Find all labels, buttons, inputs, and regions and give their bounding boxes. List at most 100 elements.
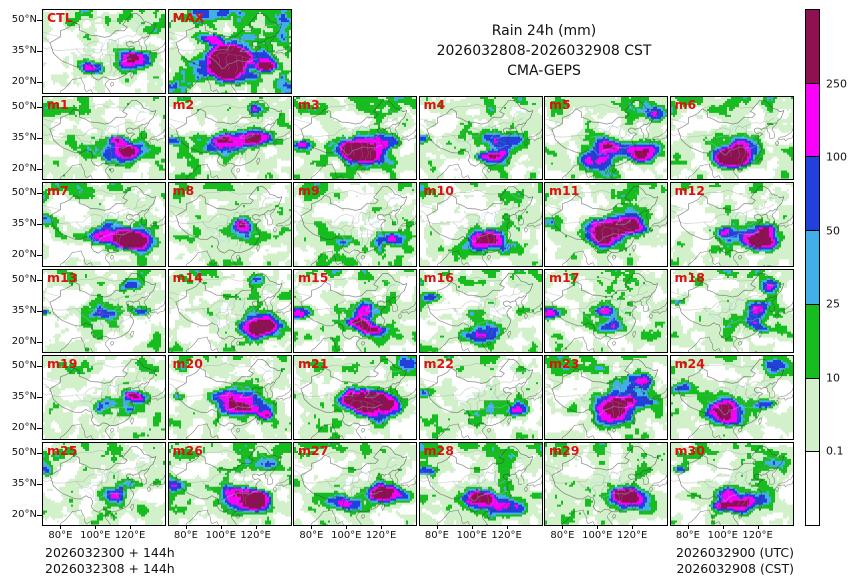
map-panel-m24: m24 [669,355,794,440]
lon-tick-label: 80°E [48,530,73,541]
lon-tick-mark [471,525,473,529]
lat-tick-mark [37,279,42,281]
precip-map-canvas [670,96,793,179]
lon-tick-label: 80°E [675,530,700,541]
panel-label: m8 [172,183,195,198]
lat-tick-mark [37,310,42,312]
panel-label: CTL [47,10,73,25]
lon-tick-label: 100°E [707,530,738,541]
colorbar-tick-label: 50 [826,224,840,238]
lat-tick-label: 35°N [11,131,37,143]
precip-map-canvas [419,183,542,266]
panel-label: m7 [47,183,69,198]
precip-map-canvas [43,96,165,179]
map-panel-ctl: CTL [42,9,166,94]
panel-label: m20 [172,356,203,371]
init-time-utc: 2026032300 + 144h [45,545,175,560]
lat-tick-mark [37,255,42,257]
precip-map-canvas [294,183,416,266]
lon-tick-mark [381,525,383,529]
map-panel-m11: m11 [544,182,668,267]
panel-label: m19 [47,356,78,371]
lon-tick-mark [220,525,222,529]
lat-tick-mark [37,428,42,430]
lat-tick-label: 50°N [11,100,37,112]
map-panel-m2: m2 [167,95,292,180]
lat-tick-mark [37,20,42,22]
lat-tick-mark [37,224,42,226]
panel-label: m6 [674,96,697,112]
panel-label: m18 [674,269,705,285]
title-model: CMA-GEPS [507,63,581,79]
panel-label: m24 [674,356,705,371]
panel-label: m22 [423,356,454,371]
lat-tick-label: 35°N [11,304,37,316]
precip-map-canvas [294,442,416,525]
map-panel-m3: m3 [293,95,417,180]
lat-tick-label: 35°N [11,218,37,230]
colorbar-segment [806,377,819,452]
lon-tick-label: 120°E [491,530,522,541]
map-panel-m1: m1 [42,95,166,180]
lat-tick-mark [37,168,42,170]
map-panel-m13: m13 [42,268,166,353]
lat-tick-label: 20°N [11,335,37,347]
lon-tick-mark [632,525,634,529]
valid-time-utc: 2026032900 (UTC) [675,545,794,560]
colorbar-tick-label: 100 [826,150,847,164]
panel-label: m12 [674,183,705,198]
precip-map-canvas [43,356,165,439]
lat-tick-label: 50°N [11,14,37,26]
colorbar [805,9,820,526]
precip-map-canvas [168,442,291,525]
precip-map-canvas [670,356,793,439]
map-panel-m15: m15 [293,268,417,353]
colorbar-segment [806,82,819,157]
lat-tick-label: 20°N [11,508,37,520]
precip-map-canvas [294,96,416,179]
lat-tick-mark [37,51,42,53]
map-panel-m30: m30 [669,441,794,526]
panel-label: m15 [298,269,329,285]
init-time-block: 2026032300 + 144h 2026032308 + 144h [45,545,175,577]
precip-map-canvas [168,183,291,266]
panel-label: m16 [423,269,454,285]
map-panel-m29: m29 [544,441,668,526]
lat-tick-mark [37,397,42,399]
colorbar-tick-label: 250 [826,77,847,91]
precip-map-canvas [545,96,667,179]
lat-tick-label: 35°N [11,391,37,403]
precip-map-canvas [545,183,667,266]
lon-tick-mark [311,525,313,529]
title-variable: Rain 24h (mm) [491,23,597,39]
lon-tick-mark [130,525,132,529]
panel-label: m10 [423,183,454,198]
lon-tick-label: 120°E [616,530,648,541]
lon-tick-mark [722,525,724,529]
precip-map-canvas [670,183,793,266]
precip-map-canvas [419,96,542,179]
lon-tick-label: 100°E [205,530,236,541]
panel-label: m21 [298,356,329,371]
map-panel-m22: m22 [418,355,543,440]
lon-tick-mark [757,525,759,529]
lon-tick-mark [346,525,348,529]
precip-map-canvas [168,10,291,93]
colorbar-segment [806,156,819,231]
map-panel-m21: m21 [293,355,417,440]
lat-tick-label: 20°N [11,422,37,434]
map-panel-m4: m4 [418,95,543,180]
lon-tick-mark [185,525,187,529]
panel-label: m4 [423,96,446,112]
panel-label: m26 [172,442,203,458]
valid-time-block: 2026032900 (UTC) 2026032908 (CST) [676,545,794,577]
panel-label: m25 [47,442,78,458]
lon-tick-mark [255,525,257,529]
panel-label: m9 [298,183,320,198]
map-panel-m7: m7 [42,182,166,267]
precip-map-canvas [43,183,165,266]
map-panel-m18: m18 [669,268,794,353]
precip-map-canvas [670,442,793,525]
map-panel-m5: m5 [544,95,668,180]
map-panel-m14: m14 [167,268,292,353]
